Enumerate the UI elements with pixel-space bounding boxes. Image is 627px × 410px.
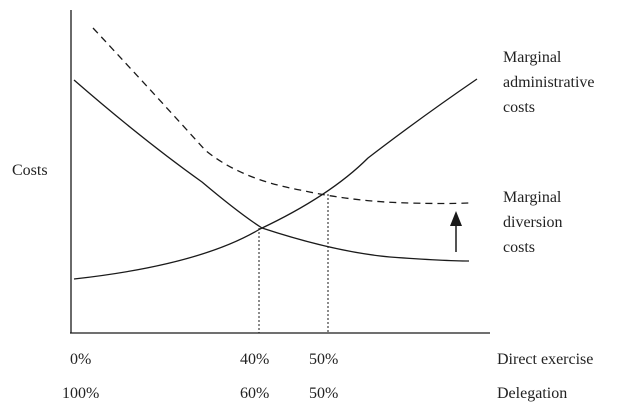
- administrative-label-line-3: costs: [503, 99, 535, 116]
- marginal-administrative-costs-curve: [73, 78, 478, 280]
- arrow-up-icon: [450, 211, 462, 252]
- delegation-label: Delegation: [497, 385, 567, 402]
- direct-exercise-tick-40: 40%: [240, 351, 269, 368]
- delegation-tick-100: 100%: [62, 385, 99, 402]
- diversion-label-line-3: costs: [503, 239, 535, 256]
- administrative-label-line-2: administrative: [503, 74, 595, 91]
- shifted-diversion-costs-curve: [92, 27, 470, 205]
- marginal-diversion-costs-curve: [73, 79, 470, 262]
- administrative-label-line-1: Marginal: [503, 49, 562, 66]
- diversion-label-line-2: diversion: [503, 214, 563, 231]
- y-axis-label: Costs: [12, 162, 48, 179]
- direct-exercise-tick-50: 50%: [309, 351, 338, 368]
- direct-exercise-label: Direct exercise: [497, 351, 593, 368]
- delegation-tick-60: 60%: [240, 385, 269, 402]
- delegation-tick-50: 50%: [309, 385, 338, 402]
- direct-exercise-tick-0: 0%: [70, 351, 91, 368]
- diversion-label-line-1: Marginal: [503, 189, 562, 206]
